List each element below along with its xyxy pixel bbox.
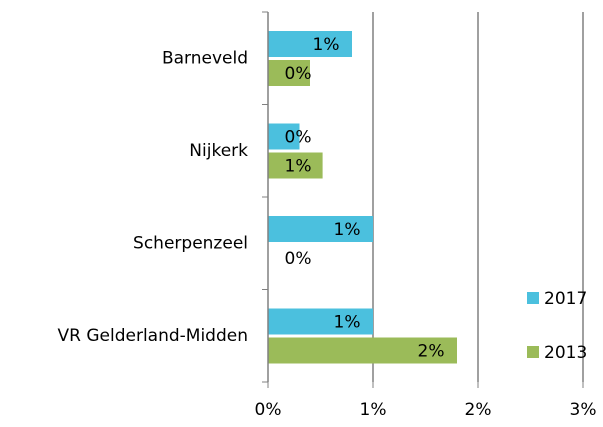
value-label: 0% [285, 64, 312, 84]
legend-swatch [527, 292, 539, 304]
bar [268, 216, 373, 242]
bar [268, 60, 310, 86]
value-label: 1% [334, 313, 361, 333]
value-label: 1% [285, 157, 312, 177]
value-label: 1% [334, 220, 361, 240]
value-label: 2% [418, 342, 445, 362]
x-tick-label: 1% [360, 400, 387, 420]
value-label: 1% [313, 35, 340, 55]
legend-label: 2017 [544, 289, 587, 309]
y-tick-label: VR Gelderland-Midden [58, 326, 249, 346]
x-tick-label: 0% [255, 400, 282, 420]
bar [268, 31, 352, 57]
y-tick-label: Barneveld [162, 48, 248, 68]
bar [268, 308, 373, 335]
legend-label: 2013 [544, 343, 587, 363]
bar [268, 152, 323, 179]
x-tick-label: 3% [570, 400, 597, 420]
y-tick-label: Scherpenzeel [133, 233, 248, 253]
x-tick-label: 2% [465, 400, 492, 420]
bar [268, 123, 300, 150]
legend-swatch [527, 346, 539, 358]
y-tick-label: Nijkerk [189, 141, 248, 161]
value-label: 0% [285, 249, 312, 269]
value-label: 0% [285, 128, 312, 148]
bar [268, 337, 457, 364]
